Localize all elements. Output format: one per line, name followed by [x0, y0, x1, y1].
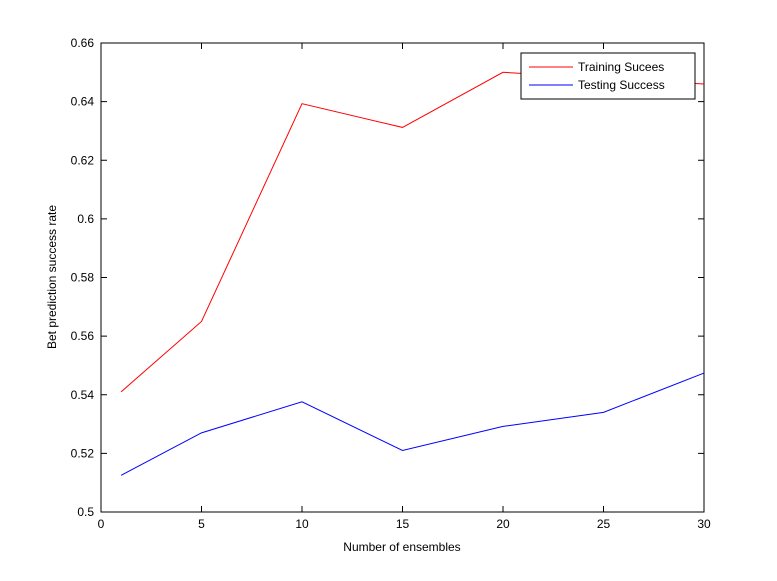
x-axis-label: Number of ensembles	[343, 540, 460, 554]
series-line-1	[120, 372, 705, 476]
y-tick-label: 0.54	[71, 388, 95, 402]
x-tick-label: 25	[597, 517, 611, 531]
x-tick-label: 20	[496, 517, 510, 531]
y-tick-label: 0.66	[71, 36, 95, 50]
axis-ticks: 0 5 10 15 20 25 30 0.5 0.52 0.54 0.56 0.58 0.6 0.62 0.…	[71, 36, 711, 531]
y-tick-label: 0.58	[71, 271, 95, 285]
y-tick-label: 0.64	[71, 95, 95, 109]
legend-box	[520, 52, 696, 100]
plot-area	[100, 42, 705, 513]
y-tick-label: 0.62	[71, 153, 95, 167]
y-tick-label: 0.52	[71, 446, 95, 460]
legend: Training Sucees Testing Success	[520, 52, 696, 100]
x-tick-label: 10	[295, 517, 309, 531]
y-tick-label: 0.56	[71, 329, 95, 343]
x-tick-label: 15	[396, 517, 410, 531]
y-tick-label: 0.5	[77, 505, 94, 519]
y-tick-label: 0.6	[77, 212, 94, 226]
x-tick-label: 30	[697, 517, 711, 531]
y-axis-label: Bet prediction success rate	[45, 205, 59, 349]
x-tick-label: 0	[98, 517, 105, 531]
legend-label-1: Testing Success	[578, 78, 665, 92]
x-tick-label: 5	[198, 517, 205, 531]
legend-label-0: Training Sucees	[578, 60, 664, 74]
